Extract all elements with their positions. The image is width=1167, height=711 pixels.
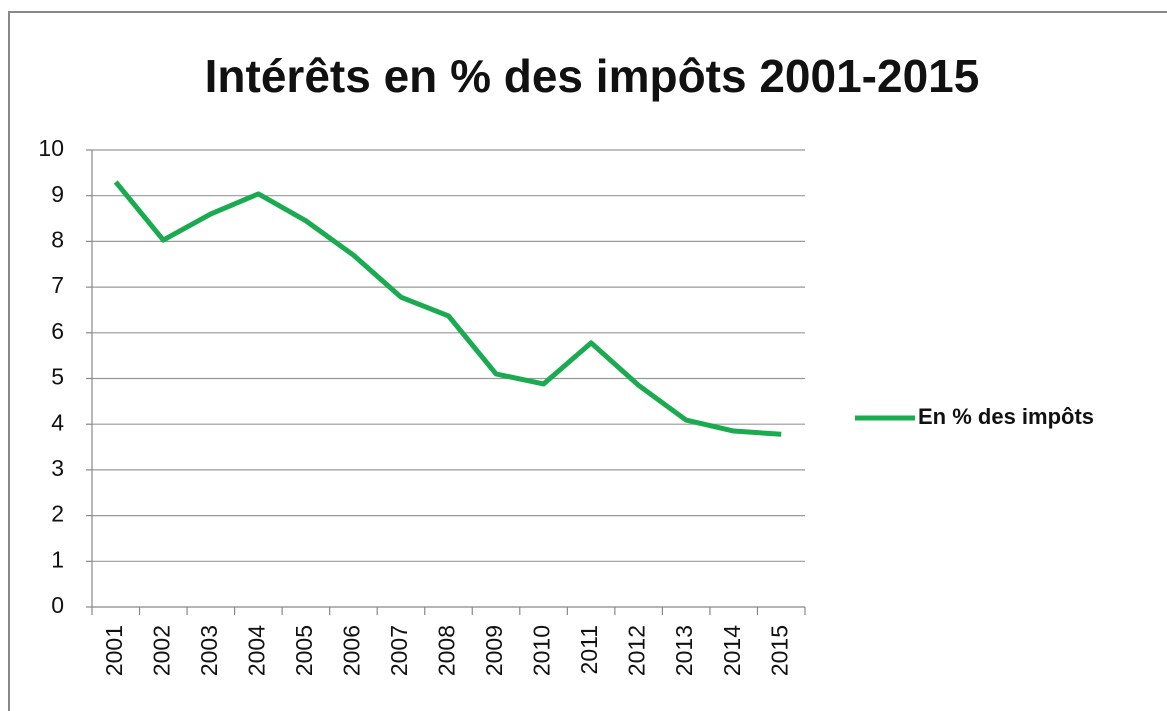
y-tick-label: 1: [51, 546, 64, 572]
x-tick-label: 2014: [719, 625, 745, 676]
x-tick-label: 2004: [243, 625, 269, 676]
x-tick-label: 2001: [101, 625, 127, 676]
y-tick-label: 6: [51, 318, 64, 344]
chart-frame: [8, 11, 1167, 711]
y-tick-label: 2: [51, 501, 64, 527]
y-tick-label: 3: [51, 455, 64, 481]
y-tick-label: 7: [51, 272, 64, 298]
legend-label: En % des impôts: [918, 404, 1094, 429]
x-tick-label: 2006: [339, 625, 365, 676]
chart-title: Intérêts en % des impôts 2001-2015: [205, 50, 980, 102]
y-tick-label: 5: [51, 364, 64, 390]
x-tick-label: 2003: [196, 625, 222, 676]
x-tick-label: 2011: [576, 625, 602, 674]
x-tick-label: 2010: [529, 625, 555, 676]
y-tick-label: 10: [38, 135, 64, 161]
series-line: [113, 180, 782, 437]
y-tick-label: 4: [51, 409, 64, 435]
y-tick-label: 0: [51, 592, 64, 618]
x-tick-label: 2007: [386, 625, 412, 676]
x-tick-label: 2012: [624, 625, 650, 676]
x-tick-label: 2009: [481, 625, 507, 676]
x-tick-label: 2002: [148, 625, 174, 676]
x-tick-label: 2015: [766, 625, 792, 676]
x-tick-label: 2013: [671, 625, 697, 676]
y-tick-label: 9: [51, 181, 64, 207]
x-tick-label: 2008: [434, 625, 460, 676]
x-tick-label: 2005: [291, 625, 317, 676]
y-tick-label: 8: [51, 226, 64, 252]
